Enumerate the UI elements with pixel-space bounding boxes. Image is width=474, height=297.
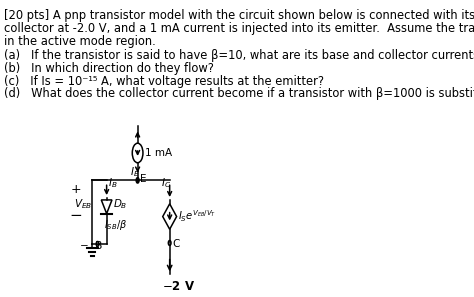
Text: $-$2 V: $-$2 V	[162, 280, 195, 293]
Text: collector at -2.0 V, and a 1 mA current is injected into its emitter.  Assume th: collector at -2.0 V, and a 1 mA current …	[3, 22, 474, 35]
Circle shape	[136, 178, 139, 183]
Text: $I_C$: $I_C$	[161, 176, 171, 190]
Text: [20 pts] A pnp transistor model with the circuit shown below is connected with i: [20 pts] A pnp transistor model with the…	[3, 9, 474, 22]
Text: +: +	[71, 183, 82, 196]
Text: E: E	[140, 174, 146, 184]
Text: $I_B$: $I_B$	[108, 176, 118, 190]
Text: (b)   In which direction do they flow?: (b) In which direction do they flow?	[3, 62, 213, 75]
Text: C: C	[173, 239, 180, 249]
Text: $D_B$: $D_B$	[113, 197, 128, 211]
Text: in the active mode region.: in the active mode region.	[3, 35, 155, 48]
Text: $V_{EB}$: $V_{EB}$	[73, 198, 92, 211]
Text: (a)   If the transistor is said to have β=10, what are its base and collector cu: (a) If the transistor is said to have β=…	[3, 49, 474, 62]
Text: −  B: − B	[81, 241, 103, 251]
Text: 1 mA: 1 mA	[145, 148, 172, 158]
Text: (d)   What does the collector current become if a transistor with β=1000 is subs: (d) What does the collector current beco…	[3, 87, 474, 100]
Text: (c)   If Is = 10⁻¹⁵ A, what voltage results at the emitter?: (c) If Is = 10⁻¹⁵ A, what voltage result…	[3, 75, 324, 88]
Text: $I_E$: $I_E$	[129, 166, 139, 179]
Text: $I_{SB}/\beta$: $I_{SB}/\beta$	[104, 217, 128, 232]
Text: −: −	[70, 208, 82, 223]
Text: $I_S e^{V_{EB}/V_T}$: $I_S e^{V_{EB}/V_T}$	[178, 209, 217, 224]
